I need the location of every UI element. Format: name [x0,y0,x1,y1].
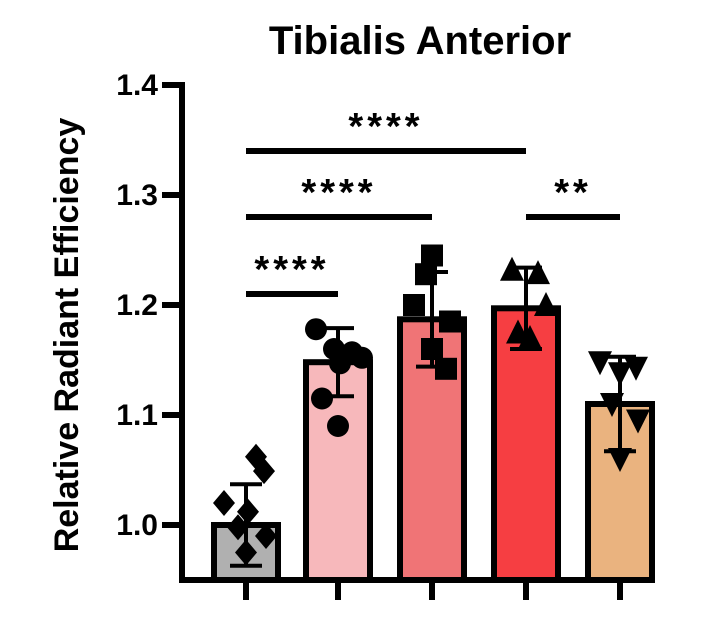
data-point-3-4 [439,310,461,333]
data-point-4-3 [534,292,558,316]
y-tick-label-1: 1.0 [116,509,158,542]
significance-label-4: ** [554,172,592,214]
data-point-4-2 [526,260,550,285]
data-point-2-1 [305,318,327,341]
y-tick-label-5: 1.4 [116,69,158,102]
data-point-3-6 [435,357,457,380]
data-point-2-6 [311,387,333,410]
y-tick-label-2: 1.1 [116,399,158,432]
y-tick-label-4: 1.3 [116,179,158,212]
significance-label-1: **** [254,249,329,291]
significance-label-3: **** [348,106,423,148]
data-point-3-3 [403,294,425,316]
data-point-5-6 [608,448,632,472]
y-axis-label: Relative Radiant Efficiency [48,118,86,553]
data-point-1-3 [213,490,235,516]
data-point-1-6 [255,523,277,549]
data-point-1-2 [253,458,275,485]
data-point-1-5 [227,514,249,541]
data-point-3-1 [421,244,443,267]
data-point-2-4 [351,346,373,369]
data-point-2-7 [327,415,349,437]
significance-label-2: **** [301,172,376,214]
data-point-5-5 [626,409,650,434]
chart-title: Tibialis Anterior [269,19,571,63]
y-tick-label-3: 1.2 [116,289,158,322]
